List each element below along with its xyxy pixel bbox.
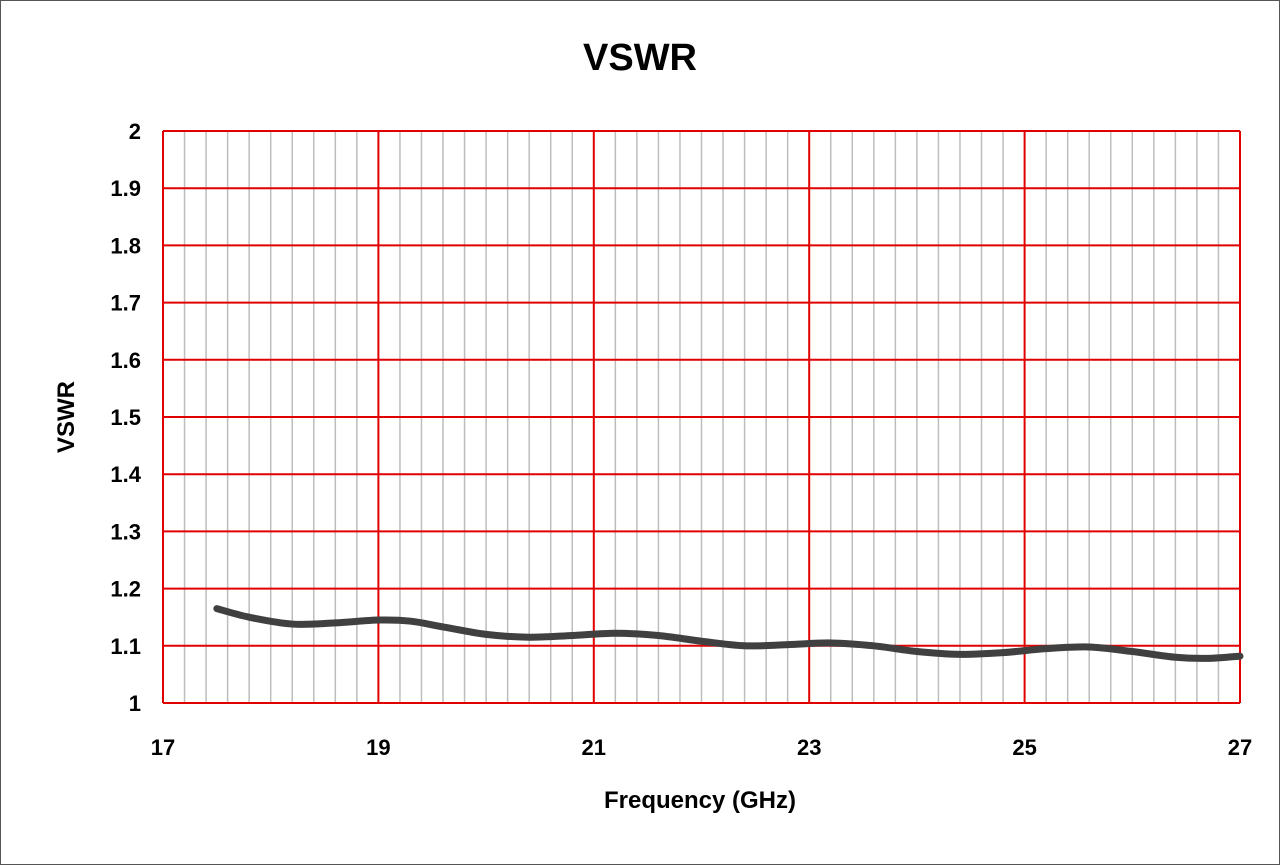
chart-title: VSWR bbox=[583, 37, 697, 79]
major-grid bbox=[162, 130, 1241, 704]
vswr-series-line bbox=[213, 605, 1244, 662]
y-tick-label: 1.3 bbox=[110, 519, 141, 544]
x-tick-label: 27 bbox=[1228, 735, 1252, 760]
x-tick-label: 23 bbox=[797, 735, 821, 760]
y-tick-label: 1.6 bbox=[110, 348, 141, 373]
x-tick-label: 19 bbox=[366, 735, 390, 760]
y-tick-labels: 1 1.1 1.2 1.3 1.4 1.5 1.6 1.7 1.8 1.9 2 bbox=[110, 119, 141, 716]
y-tick-label: 1.5 bbox=[110, 405, 141, 430]
y-tick-label: 1.1 bbox=[110, 634, 141, 659]
x-tick-label: 21 bbox=[582, 735, 606, 760]
x-tick-label: 17 bbox=[151, 735, 175, 760]
y-axis-label: VSWR bbox=[53, 381, 80, 453]
x-tick-labels: 17 19 21 23 25 27 bbox=[151, 735, 1252, 760]
x-axis-label: Frequency (GHz) bbox=[604, 787, 796, 814]
y-tick-label: 1.7 bbox=[110, 291, 141, 316]
y-tick-label: 1.8 bbox=[110, 233, 141, 258]
x-tick-label: 25 bbox=[1012, 735, 1036, 760]
y-tick-label: 1.9 bbox=[110, 176, 141, 201]
y-tick-label: 1.2 bbox=[110, 577, 141, 602]
y-tick-label: 2 bbox=[129, 119, 141, 144]
y-tick-label: 1.4 bbox=[110, 462, 141, 487]
series-group bbox=[213, 605, 1244, 662]
y-tick-label: 1 bbox=[129, 691, 141, 716]
